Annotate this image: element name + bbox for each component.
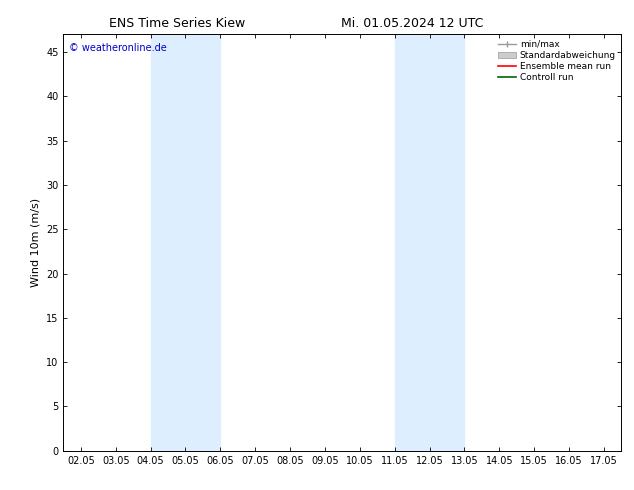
Text: Mi. 01.05.2024 12 UTC: Mi. 01.05.2024 12 UTC (341, 17, 483, 30)
Legend: min/max, Standardabweichung, Ensemble mean run, Controll run: min/max, Standardabweichung, Ensemble me… (495, 36, 619, 86)
Y-axis label: Wind 10m (m/s): Wind 10m (m/s) (30, 198, 41, 287)
Text: ENS Time Series Kiew: ENS Time Series Kiew (110, 17, 245, 30)
Bar (150, 34, 221, 451)
Bar (394, 34, 464, 451)
Text: © weatheronline.de: © weatheronline.de (69, 43, 167, 52)
